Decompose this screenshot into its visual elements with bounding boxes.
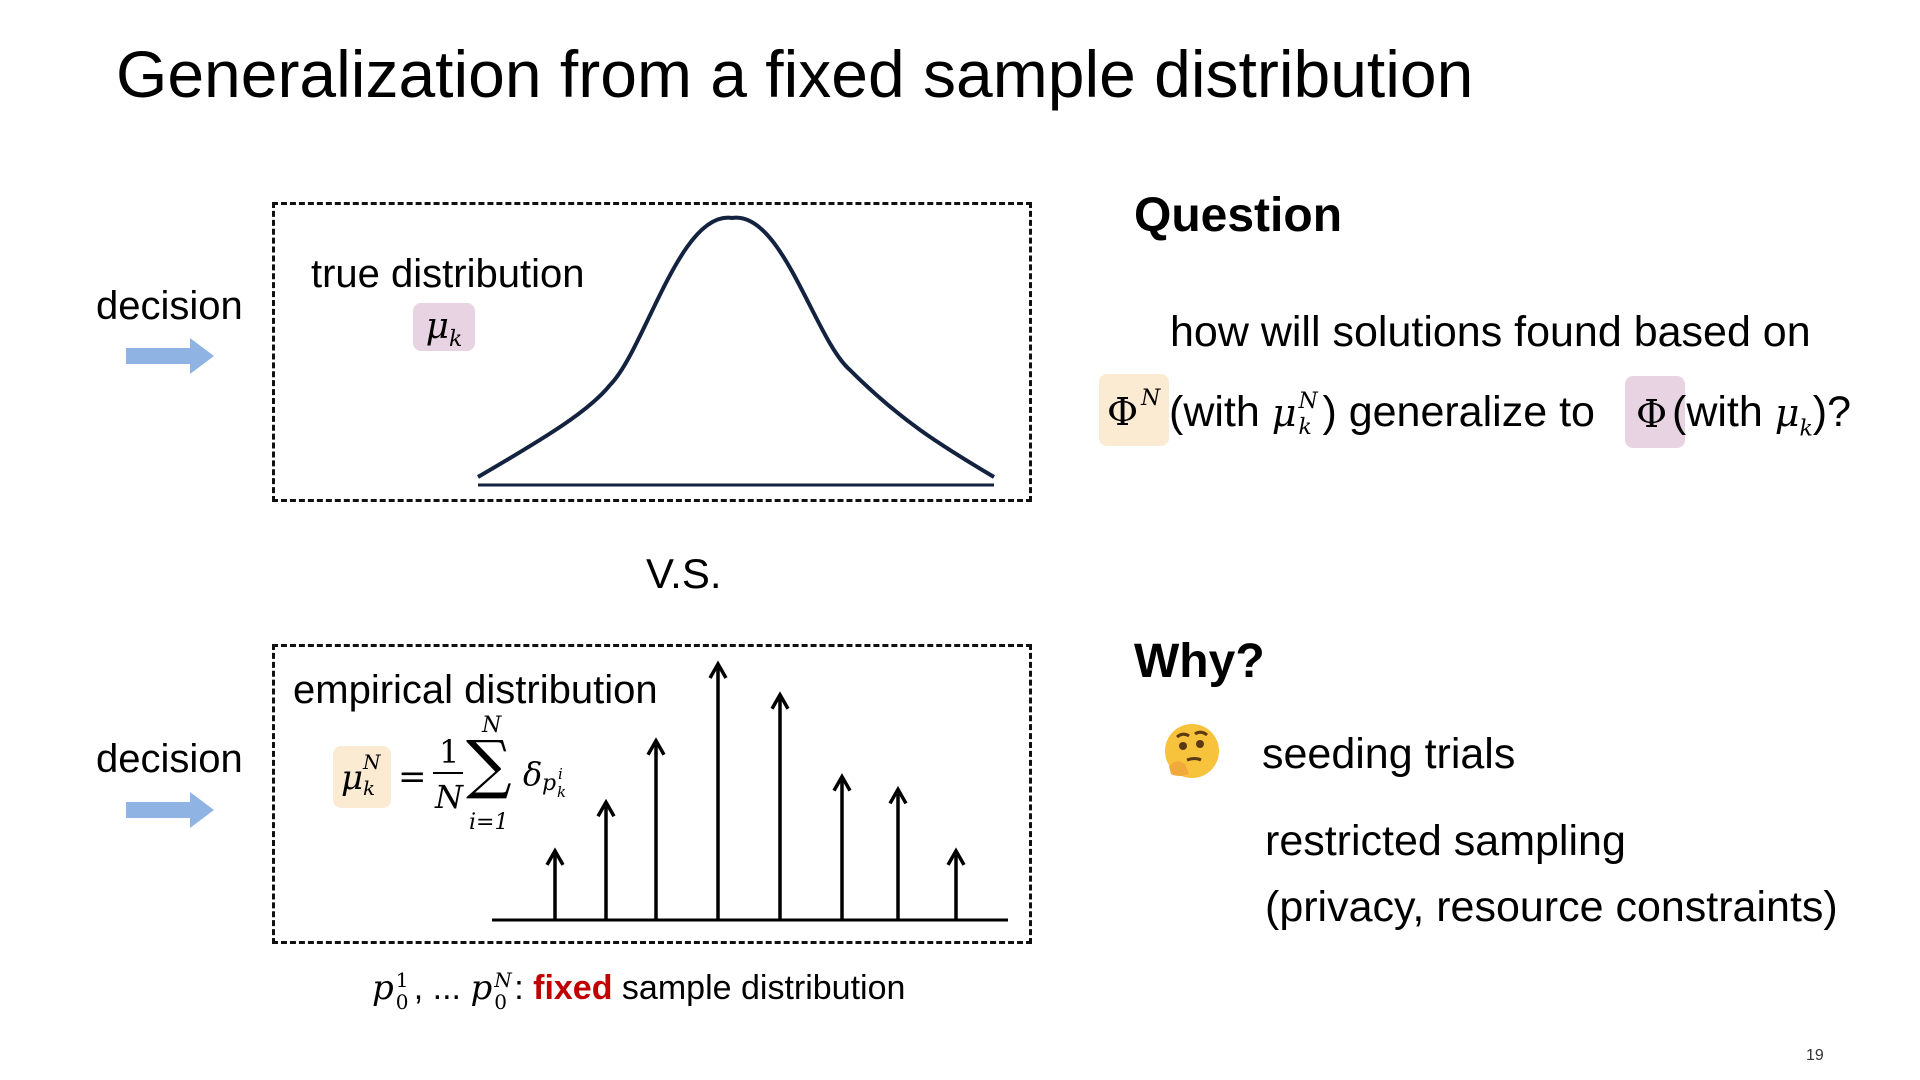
true-distribution-box: [272, 202, 1032, 502]
spike-arrowhead: [646, 737, 666, 756]
top-right-arrow-icon: [126, 338, 214, 374]
thinking-face-icon: [1165, 724, 1219, 778]
why-heading: Why?: [1134, 635, 1265, 688]
phi-symbol: Φ: [1625, 376, 1685, 448]
spike-arrowhead: [708, 660, 728, 679]
spike-arrowhead: [596, 798, 616, 818]
formula-numerator: 1: [439, 733, 460, 771]
delta-symbol: δ: [523, 755, 543, 793]
empirical-distribution-box: [272, 644, 1032, 944]
delta-subscript-sup: i: [558, 765, 563, 783]
question-line-1: how will solutions found based on: [1170, 308, 1811, 356]
spike-arrowhead: [832, 773, 852, 792]
phi-n-symbol: Φ N: [1099, 374, 1169, 446]
formula-denominator: N: [435, 778, 463, 816]
why-item-constraints: (privacy, resource constraints): [1265, 883, 1838, 931]
top-decision-label: decision: [96, 284, 243, 328]
fixed-word: fixed: [533, 969, 613, 1007]
fraction-bar: [433, 772, 463, 774]
delta-subscript-sub: k: [557, 783, 567, 801]
dirac-spikes-plot: [492, 660, 1008, 922]
question-line-2-end: (with μk)?: [1672, 388, 1852, 442]
spike-arrowhead: [946, 847, 966, 866]
delta-subscript-p: p: [542, 771, 557, 796]
spike-arrowhead: [770, 691, 790, 710]
vs-label: V.S.: [646, 550, 722, 597]
formula-equals: =: [398, 757, 427, 797]
sum-upper-limit: N: [482, 713, 502, 738]
question-heading: Question: [1134, 189, 1343, 242]
sum-lower-limit: i=1: [469, 810, 509, 835]
spike-arrowhead: [888, 785, 908, 805]
sum-sign: ∑: [466, 728, 512, 802]
true-measure-symbol: μk: [413, 303, 475, 352]
why-item-restricted: restricted sampling: [1265, 817, 1626, 865]
gaussian-curve: [476, 215, 996, 487]
spike-arrowhead: [545, 847, 565, 866]
slide-title: Generalization from a fixed sample distr…: [116, 37, 1474, 111]
empirical-measure-symbol: μ N k: [333, 746, 391, 808]
bottom-right-arrow-icon: [126, 792, 214, 828]
empirical-distribution-label: empirical distribution: [293, 668, 658, 712]
bottom-decision-label: decision: [96, 737, 243, 781]
true-distribution-label: true distribution: [311, 252, 585, 296]
why-item-seeding: seeding trials: [1262, 730, 1516, 778]
page-number: 19: [1806, 1047, 1824, 1064]
